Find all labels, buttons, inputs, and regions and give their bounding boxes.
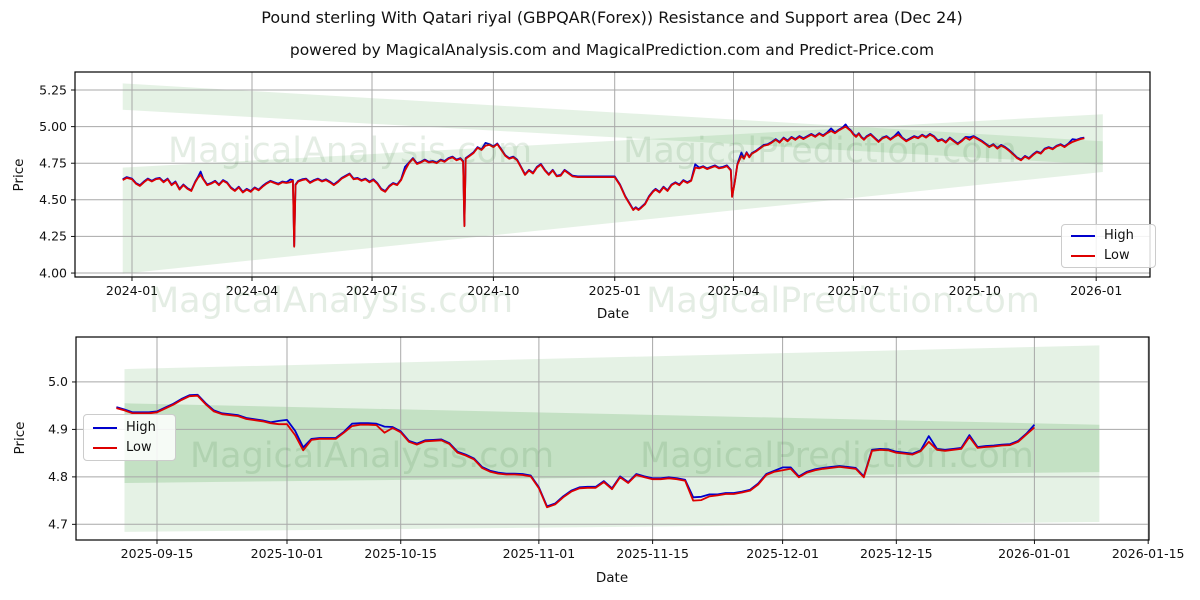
x-tick-label: 2025-07 (827, 283, 879, 298)
band (122, 114, 1103, 274)
x-tick-label: 2024-10 (467, 283, 519, 298)
gridlines (76, 337, 1149, 540)
x-tick-label: 2025-09-15 (121, 546, 194, 561)
low-line-swatch (1071, 255, 1095, 257)
plot-border (74, 71, 1151, 278)
y-tick-label: 5.25 (39, 82, 67, 97)
gridlines (75, 72, 1150, 277)
x-tick-label: 2024-04 (226, 283, 278, 298)
legend-bottom: High Low (83, 414, 176, 461)
legend-item-low: Low (93, 440, 165, 456)
legend-item-low: Low (1071, 248, 1145, 264)
tick-labels: 2024-01 2024-04 2024-07 2024-10 2025-01 2025-… (39, 82, 1122, 298)
x-tick-label: 2025-04 (707, 283, 759, 298)
legend-low-label: Low (1104, 248, 1130, 263)
legend-item-high: High (93, 420, 165, 436)
x-tick-label: 2025-10-15 (364, 546, 437, 561)
y-tick-label: 5.00 (39, 119, 67, 134)
x-tick-label: 2025-11-15 (616, 546, 689, 561)
high-line-swatch (1071, 235, 1095, 237)
x-tick-label: 2026-01 (1070, 283, 1122, 298)
y-tick-label: 5.0 (48, 374, 68, 389)
x-tick-label: 2025-12-01 (746, 546, 819, 561)
y-axis-label-bottom: Price (12, 421, 28, 455)
legend-item-high: High (1071, 228, 1145, 244)
y-tick-label: 4.75 (39, 156, 67, 171)
low-line (122, 125, 1085, 248)
y-tick-label: 4.50 (39, 192, 67, 207)
x-tick-label: 2025-12-15 (860, 546, 933, 561)
chart-recent-zoom: 2025-09-15 2025-10-01 2025-10-15 2025-11-01… (48, 336, 1185, 561)
x-tick-label: 2026-01-01 (998, 546, 1071, 561)
x-tick-label: 2024-01 (106, 283, 158, 298)
support-resistance-bands (124, 345, 1100, 532)
x-axis-label-bottom: Date (595, 570, 629, 586)
legend-top: High Low (1061, 224, 1156, 268)
high-line (116, 393, 1036, 508)
y-tick-label: 4.9 (48, 422, 68, 437)
low-line (116, 394, 1035, 509)
x-tick-label: 2026-01-15 (1112, 546, 1185, 561)
x-tick-label: 2025-10-01 (251, 546, 324, 561)
band (122, 83, 1103, 165)
chart-full-history: 2024-01 2024-04 2024-07 2024-10 2025-01 2025-… (39, 71, 1151, 298)
plot-border (75, 336, 1150, 541)
legend-high-label: High (1104, 228, 1134, 243)
chart-title: Pound sterling With Qatari riyal (GBPQAR… (261, 8, 963, 27)
x-tick-label: 2024-07 (346, 283, 398, 298)
y-axis-label-top: Price (11, 158, 27, 192)
low-line-swatch (93, 446, 117, 449)
y-tick-label: 4.7 (48, 517, 68, 532)
chart-subtitle: powered by MagicalAnalysis.com and Magic… (289, 41, 935, 59)
high-line-swatch (93, 426, 117, 429)
y-tick-label: 4.8 (48, 469, 68, 484)
x-axis-label-top: Date (596, 306, 630, 322)
x-tick-label: 2025-11-01 (503, 546, 576, 561)
legend-high-label: High (126, 419, 156, 435)
tick-labels: 2025-09-15 2025-10-01 2025-10-15 2025-11-01… (48, 374, 1184, 561)
support-resistance-bands (122, 83, 1103, 274)
band (124, 345, 1100, 532)
y-tick-label: 4.25 (39, 229, 67, 244)
x-tick-label: 2025-10 (949, 283, 1001, 298)
y-tick-label: 4.00 (39, 265, 67, 280)
legend-low-label: Low (126, 439, 152, 455)
x-tick-label: 2025-01 (589, 283, 641, 298)
